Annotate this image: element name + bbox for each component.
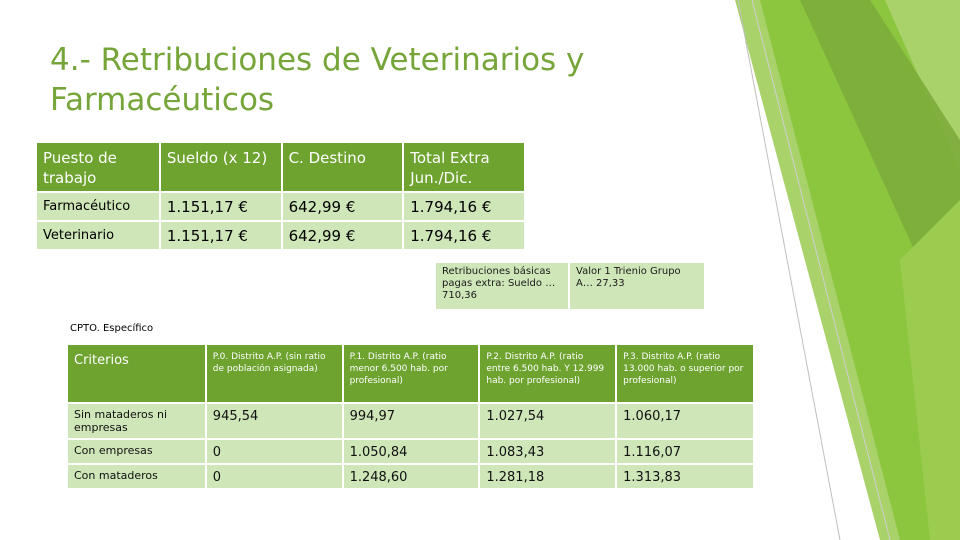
green-band-lower — [900, 200, 960, 540]
row-label: Con mataderos — [68, 464, 207, 490]
note-basic-pay: Retribuciones básicas pagas extra: Sueld… — [436, 263, 568, 309]
header-cell: P.0. Distrito A.P. (sin ratio de poblaci… — [205, 345, 344, 404]
table-cell: 1.083,43 — [479, 439, 618, 465]
table-cell: 642,99 € — [281, 221, 405, 251]
table-row: Con empresas 0 1.050,84 1.083,43 1.116,0… — [68, 439, 755, 465]
table-cell: 1.794,16 € — [403, 192, 526, 222]
header-cell: Criterios — [68, 345, 207, 404]
table-cell: 1.248,60 — [342, 464, 481, 490]
table-row: Sin mataderos ni empresas 945,54 994,97 … — [68, 403, 755, 440]
table-cell: 1.060,17 — [616, 403, 755, 440]
table-cell: 1.151,17 € — [159, 221, 283, 251]
table-cell: 1.116,07 — [616, 439, 755, 465]
table-cell: 1.050,84 — [342, 439, 481, 465]
table-cell: 1.151,17 € — [159, 192, 283, 222]
note-trienio: Valor 1 Trienio Grupo A… 27,33 — [570, 263, 704, 309]
table-cell: 0 — [205, 464, 344, 490]
gray-line-1 — [737, 0, 841, 540]
header-cell: P.3. Distrito A.P. (ratio 13.000 hab. o … — [616, 345, 755, 404]
criteria-table-header: Criterios P.0. Distrito A.P. (sin ratio … — [68, 345, 755, 404]
table-row: Con mataderos 0 1.248,60 1.281,18 1.313,… — [68, 464, 755, 490]
salary-table-header: Puesto de trabajo Sueldo (x 12) C. Desti… — [37, 143, 526, 193]
table-cell: 1.794,16 € — [403, 221, 526, 251]
row-label: Veterinario — [37, 221, 161, 251]
table-cell: 994,97 — [342, 403, 481, 440]
header-cell: C. Destino — [281, 143, 405, 193]
header-cell: Sueldo (x 12) — [159, 143, 283, 193]
page-title: 4.- Retribuciones de Veterinarios y Farm… — [50, 42, 585, 118]
table-cell: 1.027,54 — [479, 403, 618, 440]
table-cell: 0 — [205, 439, 344, 465]
criteria-table: Criterios P.0. Distrito A.P. (sin ratio … — [68, 345, 755, 490]
table-cell: 945,54 — [205, 403, 344, 440]
table-cell: 1.313,83 — [616, 464, 755, 490]
row-label: Farmacéutico — [37, 192, 161, 222]
header-cell: P.1. Distrito A.P. (ratio menor 6.500 ha… — [342, 345, 481, 404]
table-cell: 1.281,18 — [479, 464, 618, 490]
table-row: Farmacéutico 1.151,17 € 642,99 € 1.794,1… — [37, 192, 526, 222]
header-cell: Total Extra Jun./Dic. — [403, 143, 526, 193]
header-cell: P.2. Distrito A.P. (ratio entre 6.500 ha… — [479, 345, 618, 404]
cpto-label: CPTO. Específico — [70, 323, 154, 334]
table-cell: 642,99 € — [281, 192, 405, 222]
header-cell: Puesto de trabajo — [37, 143, 161, 193]
row-label: Con empresas — [68, 439, 207, 465]
row-label: Sin mataderos ni empresas — [68, 403, 207, 440]
table-row: Veterinario 1.151,17 € 642,99 € 1.794,16… — [37, 221, 526, 251]
gray-line-2 — [751, 0, 891, 540]
salary-table: Puesto de trabajo Sueldo (x 12) C. Desti… — [37, 143, 526, 251]
